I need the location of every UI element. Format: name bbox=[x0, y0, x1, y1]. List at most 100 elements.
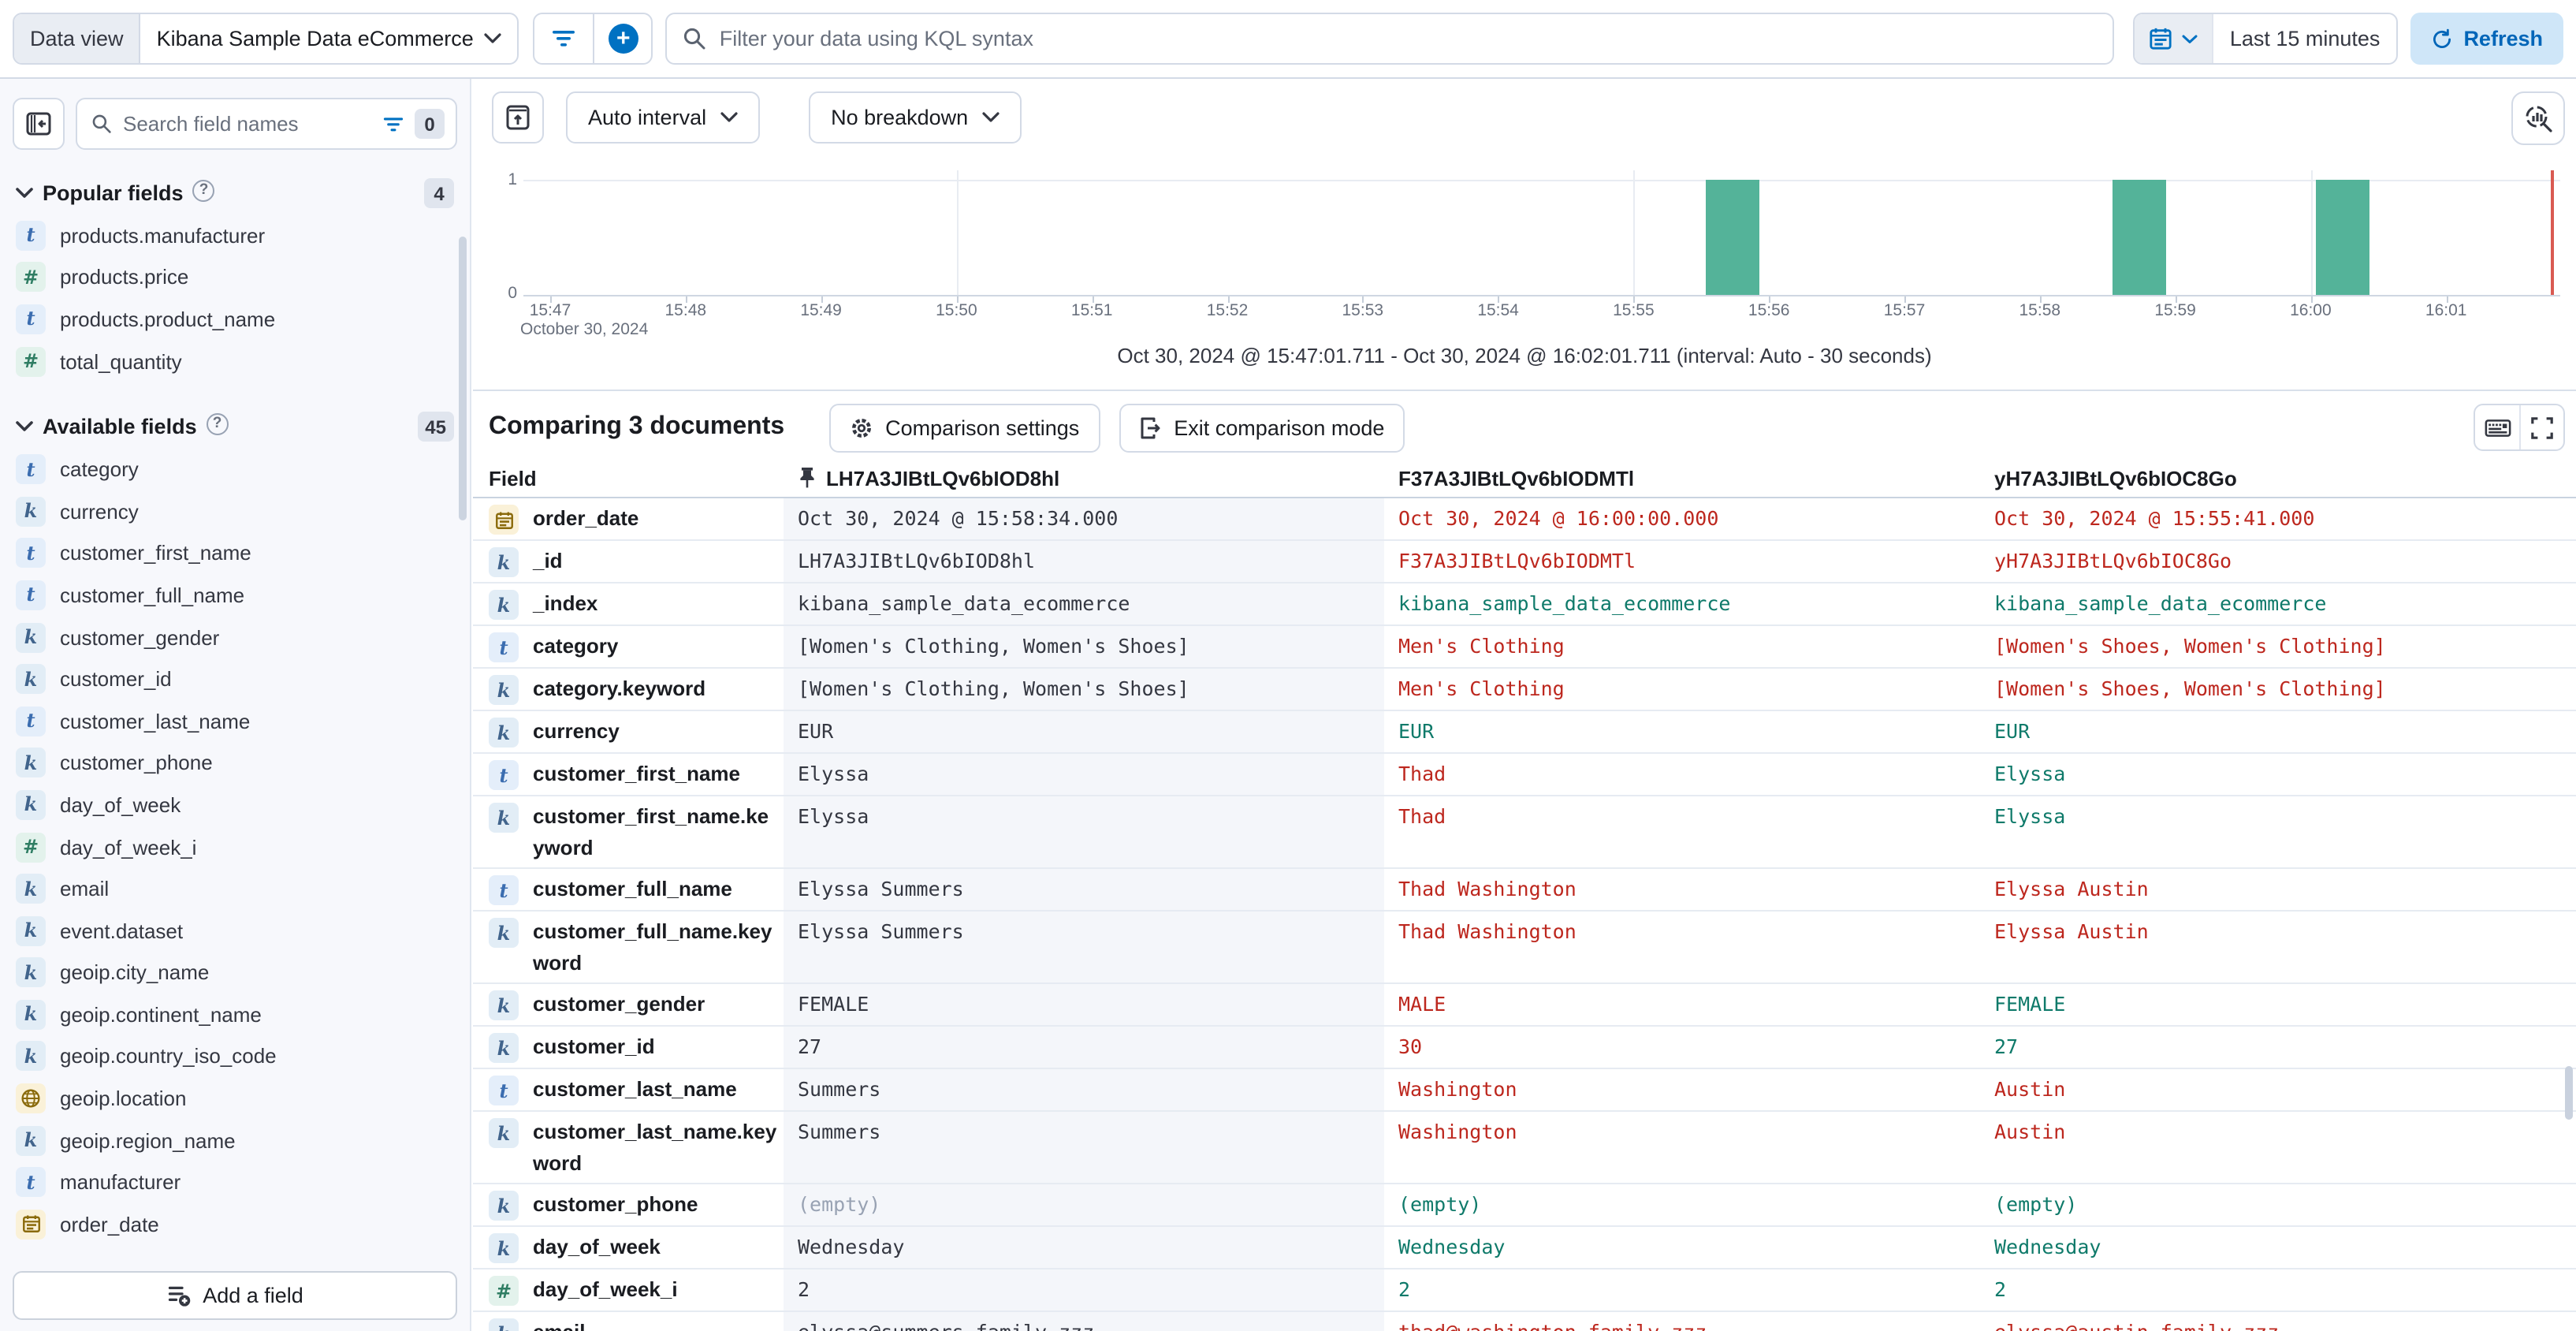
doc-value-cell[interactable]: F37A3JIBtLQv6bIODMTl bbox=[1398, 549, 1636, 572]
pinned-doc-value-cell[interactable]: Elyssa Summers bbox=[784, 869, 1384, 910]
doc-value-cell[interactable]: Elyssa bbox=[1994, 804, 2066, 828]
table-row[interactable]: t customer_first_name Elyssa Thad Elyssa bbox=[473, 754, 2576, 796]
table-row[interactable]: order_date Oct 30, 2024 @ 15:58:34.000 O… bbox=[473, 498, 2576, 541]
row-field-cell[interactable]: k customer_first_name.keyword bbox=[473, 796, 784, 867]
field-list-item[interactable]: k currency bbox=[0, 490, 470, 532]
row-field-cell[interactable]: k _index bbox=[473, 583, 784, 624]
table-row[interactable]: # day_of_week_i 2 2 2 bbox=[473, 1269, 2576, 1312]
field-list-item[interactable]: k event.dataset bbox=[0, 910, 470, 952]
doc-value-cell[interactable]: Elyssa Austin bbox=[1994, 877, 2149, 900]
doc-value-cell[interactable]: 2 bbox=[1398, 1277, 1411, 1301]
doc-value-cell[interactable]: Thad Washington bbox=[1398, 877, 1576, 900]
refresh-button[interactable]: Refresh bbox=[2410, 13, 2563, 65]
chevron-down-icon[interactable] bbox=[16, 188, 33, 199]
pinned-doc-value-cell[interactable]: Elyssa bbox=[784, 754, 1384, 795]
table-row[interactable]: k email elyssa@summers-family.zzz thad@w… bbox=[473, 1312, 2576, 1331]
edit-visualization-button[interactable] bbox=[2511, 91, 2565, 145]
collapse-histogram-button[interactable] bbox=[492, 91, 544, 144]
add-filter-button[interactable]: + bbox=[593, 14, 652, 63]
table-scrollbar[interactable] bbox=[2565, 1066, 2573, 1120]
histogram-bar[interactable] bbox=[2112, 180, 2166, 295]
row-field-cell[interactable]: k _id bbox=[473, 541, 784, 582]
field-list-item[interactable]: k day_of_week bbox=[0, 784, 470, 826]
chevron-down-icon[interactable] bbox=[16, 421, 33, 433]
collapse-sidebar-button[interactable] bbox=[13, 98, 65, 150]
doc-value-cell[interactable]: 27 bbox=[1994, 1035, 2019, 1058]
doc-value-cell[interactable]: 30 bbox=[1398, 1035, 1423, 1058]
keyboard-shortcuts-button[interactable] bbox=[2475, 405, 2519, 449]
pinned-doc-value-cell[interactable]: (empty) bbox=[784, 1184, 1384, 1225]
table-row[interactable]: k customer_phone (empty) (empty) (empty) bbox=[473, 1184, 2576, 1227]
doc-value-cell[interactable]: [Women's Shoes, Women's Clothing] bbox=[1994, 677, 2386, 700]
doc-value-cell[interactable]: Thad Washington bbox=[1398, 919, 1576, 943]
field-list-item[interactable]: k customer_id bbox=[0, 658, 470, 700]
doc-value-cell[interactable]: Washington bbox=[1398, 1120, 1517, 1143]
field-list-item[interactable]: # products.price bbox=[0, 256, 470, 298]
pinned-doc-value-cell[interactable]: Elyssa Summers bbox=[784, 912, 1384, 982]
table-row[interactable]: k day_of_week Wednesday Wednesday Wednes… bbox=[473, 1227, 2576, 1269]
row-field-cell[interactable]: k email bbox=[473, 1312, 784, 1331]
pinned-doc-value-cell[interactable]: [Women's Clothing, Women's Shoes] bbox=[784, 626, 1384, 667]
doc-value-cell[interactable]: 2 bbox=[1994, 1277, 2007, 1301]
row-field-cell[interactable]: t customer_last_name bbox=[473, 1069, 784, 1110]
pinned-doc-value-cell[interactable]: Wednesday bbox=[784, 1227, 1384, 1268]
field-search-input[interactable]: Search field names 0 bbox=[76, 98, 457, 150]
field-list-item[interactable]: t category bbox=[0, 449, 470, 490]
table-row[interactable]: k customer_id 27 30 27 bbox=[473, 1027, 2576, 1069]
table-row[interactable]: k category.keyword [Women's Clothing, Wo… bbox=[473, 669, 2576, 711]
doc-value-cell[interactable]: elyssa@austin-family.zzz bbox=[1980, 1312, 2576, 1331]
histogram-bar[interactable] bbox=[2315, 180, 2369, 295]
field-column-header[interactable]: Field bbox=[489, 466, 537, 490]
row-field-cell[interactable]: t customer_full_name bbox=[473, 869, 784, 910]
sidebar-scrollbar[interactable] bbox=[459, 237, 467, 520]
doc-value-cell[interactable]: Men's Clothing bbox=[1398, 634, 1565, 658]
table-row[interactable]: k customer_last_name.keyword Summers Was… bbox=[473, 1112, 2576, 1184]
doc-value-cell[interactable]: [Women's Shoes, Women's Clothing] bbox=[1994, 634, 2386, 658]
fullscreen-button[interactable] bbox=[2519, 405, 2563, 449]
field-list-item[interactable]: order_date bbox=[0, 1203, 470, 1245]
table-row[interactable]: k currency EUR EUR EUR bbox=[473, 711, 2576, 754]
row-field-cell[interactable]: k currency bbox=[473, 711, 784, 752]
doc-value-cell[interactable]: Thad bbox=[1398, 804, 1446, 828]
row-field-cell[interactable]: t customer_first_name bbox=[473, 754, 784, 795]
time-range-value[interactable]: Last 15 minutes bbox=[2229, 27, 2381, 50]
doc-value-cell[interactable]: Elyssa Austin bbox=[1994, 919, 2149, 943]
histogram-bar[interactable] bbox=[1706, 180, 1760, 295]
doc-value-cell[interactable]: yH7A3JIBtLQv6bIOC8Go bbox=[1994, 549, 2232, 572]
doc-value-cell[interactable]: EUR bbox=[1398, 719, 1435, 743]
field-list-item[interactable]: k geoip.region_name bbox=[0, 1120, 470, 1161]
table-row[interactable]: t customer_last_name Summers Washington … bbox=[473, 1069, 2576, 1112]
pinned-doc-value-cell[interactable]: elyssa@summers-family.zzz bbox=[784, 1312, 1384, 1331]
pinned-doc-value-cell[interactable]: Summers bbox=[784, 1112, 1384, 1183]
doc-value-cell[interactable]: kibana_sample_data_ecommerce bbox=[1994, 591, 2327, 615]
doc-value-cell[interactable]: Wednesday bbox=[1398, 1235, 1506, 1258]
filter-list-button[interactable] bbox=[535, 14, 594, 63]
doc-value-cell[interactable]: (empty) bbox=[1994, 1192, 2078, 1216]
doc-value-cell[interactable]: Oct 30, 2024 @ 15:55:41.000 bbox=[1994, 506, 2315, 530]
row-field-cell[interactable]: # day_of_week_i bbox=[473, 1269, 784, 1310]
table-row[interactable]: k _index kibana_sample_data_ecommerce ki… bbox=[473, 583, 2576, 626]
doc-value-cell[interactable]: Oct 30, 2024 @ 16:00:00.000 bbox=[1398, 506, 1719, 530]
date-picker-button[interactable] bbox=[2135, 14, 2214, 63]
document-column-header[interactable]: yH7A3JIBtLQv6bIOC8Go bbox=[1994, 466, 2237, 490]
table-row[interactable]: t category [Women's Clothing, Women's Sh… bbox=[473, 626, 2576, 669]
row-field-cell[interactable]: k customer_phone bbox=[473, 1184, 784, 1225]
field-list-item[interactable]: k customer_phone bbox=[0, 742, 470, 784]
row-field-cell[interactable]: order_date bbox=[473, 498, 784, 539]
pinned-doc-value-cell[interactable]: EUR bbox=[784, 711, 1384, 752]
field-list-item[interactable]: t products.manufacturer bbox=[0, 214, 470, 256]
table-row[interactable]: k customer_first_name.keyword Elyssa Tha… bbox=[473, 796, 2576, 869]
document-column-header[interactable]: F37A3JIBtLQv6bIODMTl bbox=[1398, 466, 1635, 490]
doc-value-cell[interactable]: thad@washington-family.zzz bbox=[1384, 1312, 1980, 1331]
pinned-doc-value-cell[interactable]: Oct 30, 2024 @ 15:58:34.000 bbox=[784, 498, 1384, 539]
field-list-item[interactable]: k geoip.city_name bbox=[0, 952, 470, 994]
field-list-item[interactable]: t manufacturer bbox=[0, 1161, 470, 1203]
field-list-item[interactable]: # total_quantity bbox=[0, 341, 470, 382]
breakdown-dropdown[interactable]: No breakdown bbox=[809, 91, 1022, 144]
row-field-cell[interactable]: k customer_full_name.keyword bbox=[473, 912, 784, 982]
field-list-item[interactable]: k geoip.country_iso_code bbox=[0, 1035, 470, 1077]
field-list-item[interactable]: k email bbox=[0, 868, 470, 910]
row-field-cell[interactable]: k customer_last_name.keyword bbox=[473, 1112, 784, 1183]
row-field-cell[interactable]: t category bbox=[473, 626, 784, 667]
field-list-item[interactable]: k customer_gender bbox=[0, 617, 470, 658]
